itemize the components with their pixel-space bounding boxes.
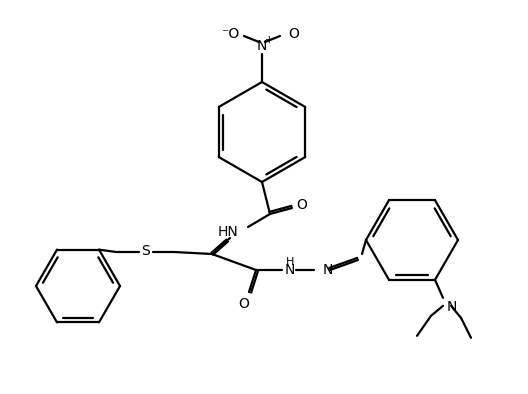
Text: ⁻O: ⁻O xyxy=(221,27,239,41)
Text: O: O xyxy=(289,27,299,41)
Text: H: H xyxy=(286,257,294,267)
Text: S: S xyxy=(142,244,150,258)
Text: N: N xyxy=(447,300,457,314)
Text: O: O xyxy=(297,198,307,212)
Text: HN: HN xyxy=(217,225,238,239)
Text: N: N xyxy=(257,39,267,53)
Text: O: O xyxy=(239,297,249,311)
Text: N: N xyxy=(323,263,333,277)
Text: +: + xyxy=(265,35,274,45)
Text: N: N xyxy=(285,263,295,277)
